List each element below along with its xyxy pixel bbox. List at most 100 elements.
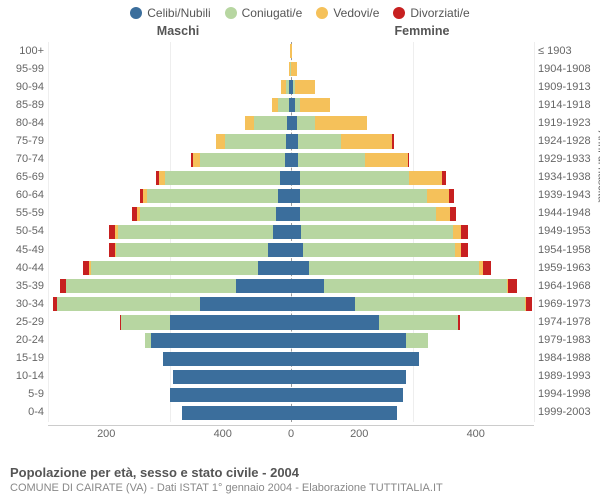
bar-stack [48, 134, 291, 148]
y-tick-birth: 1999-2003 [538, 404, 596, 422]
male-half [48, 151, 291, 169]
bar-segment [165, 171, 280, 185]
bar-segment [341, 134, 393, 148]
bar-segment [450, 207, 456, 221]
bar-segment [379, 315, 458, 329]
bar-segment [291, 225, 301, 239]
female-half [291, 386, 534, 404]
bar-segment [291, 315, 379, 329]
bar-row [48, 241, 534, 259]
female-half [291, 78, 534, 96]
bar-segment [298, 134, 341, 148]
gender-titles: Maschi Femmine [0, 24, 600, 42]
legend-label: Vedovi/e [333, 6, 379, 20]
bar-stack [291, 134, 534, 148]
y-tick-birth: 1939-1943 [538, 187, 596, 205]
female-half [291, 96, 534, 114]
bar-segment [291, 388, 403, 402]
y-tick-age: 25-29 [4, 313, 44, 331]
bar-segment [291, 207, 300, 221]
y-tick-age: 40-44 [4, 259, 44, 277]
bar-segment [315, 116, 367, 130]
footer: Popolazione per età, sesso e stato civil… [10, 465, 590, 494]
bar-segment [300, 98, 330, 112]
legend-swatch [130, 7, 142, 19]
bar-segment [436, 207, 449, 221]
male-half [48, 114, 291, 132]
bar-stack [291, 44, 534, 58]
bar-segment [291, 261, 309, 275]
y-tick-birth: ≤ 1903 [538, 42, 596, 60]
legend-item: Divorziati/e [393, 6, 469, 20]
bar-row [48, 151, 534, 169]
y-tick-birth: 1919-1923 [538, 114, 596, 132]
bar-stack [48, 406, 291, 420]
bar-segment [453, 225, 462, 239]
male-half [48, 313, 291, 331]
female-half [291, 223, 534, 241]
male-half [48, 259, 291, 277]
bar-stack [48, 388, 291, 402]
bar-stack [48, 62, 291, 76]
bars-container [48, 42, 534, 422]
legend-item: Celibi/Nubili [130, 6, 210, 20]
bar-segment [173, 370, 291, 384]
y-tick-age: 85-89 [4, 96, 44, 114]
bar-row [48, 187, 534, 205]
bar-segment [291, 406, 397, 420]
y-tick-birth: 1994-1998 [538, 386, 596, 404]
bar-segment [280, 171, 291, 185]
y-tick-age: 60-64 [4, 187, 44, 205]
bar-stack [48, 189, 291, 203]
legend-item: Vedovi/e [316, 6, 379, 20]
male-half [48, 295, 291, 313]
bar-segment [140, 207, 277, 221]
bar-stack [291, 207, 534, 221]
y-tick-age: 50-54 [4, 223, 44, 241]
female-half [291, 114, 534, 132]
bar-segment [300, 171, 409, 185]
bar-stack [291, 261, 534, 275]
male-half [48, 386, 291, 404]
y-tick-age: 55-59 [4, 205, 44, 223]
y-tick-birth: 1969-1973 [538, 295, 596, 313]
bar-stack [291, 315, 534, 329]
male-half [48, 223, 291, 241]
y-tick-age: 70-74 [4, 151, 44, 169]
bar-stack [48, 116, 291, 130]
bar-stack [48, 225, 291, 239]
chart-subtitle: COMUNE DI CAIRATE (VA) - Dati ISTAT 1° g… [10, 482, 590, 494]
bar-segment [297, 116, 315, 130]
female-half [291, 350, 534, 368]
y-tick-age: 100+ [4, 42, 44, 60]
bar-segment [301, 225, 453, 239]
y-ticks-birth: ≤ 19031904-19081909-19131914-19181919-19… [538, 42, 596, 422]
y-tick-age: 90-94 [4, 78, 44, 96]
y-tick-birth: 1949-1953 [538, 223, 596, 241]
bar-segment [508, 279, 517, 293]
bar-row [48, 78, 534, 96]
legend-swatch [225, 7, 237, 19]
female-half [291, 205, 534, 223]
bar-segment [291, 44, 292, 58]
bar-segment [291, 297, 355, 311]
bar-segment [216, 134, 225, 148]
y-tick-birth: 1914-1918 [538, 96, 596, 114]
female-half [291, 42, 534, 60]
bar-segment [309, 261, 479, 275]
legend-item: Coniugati/e [225, 6, 303, 20]
bar-segment [291, 370, 406, 384]
y-tick-birth: 1909-1913 [538, 78, 596, 96]
bar-segment [291, 279, 324, 293]
bar-stack [48, 261, 291, 275]
bar-segment [408, 153, 410, 167]
bar-stack [291, 80, 534, 94]
female-half [291, 313, 534, 331]
bar-segment [458, 315, 460, 329]
legend-label: Divorziati/e [410, 6, 469, 20]
male-half [48, 332, 291, 350]
bar-row [48, 277, 534, 295]
bar-stack [48, 279, 291, 293]
bar-segment [170, 388, 292, 402]
bar-stack [48, 207, 291, 221]
